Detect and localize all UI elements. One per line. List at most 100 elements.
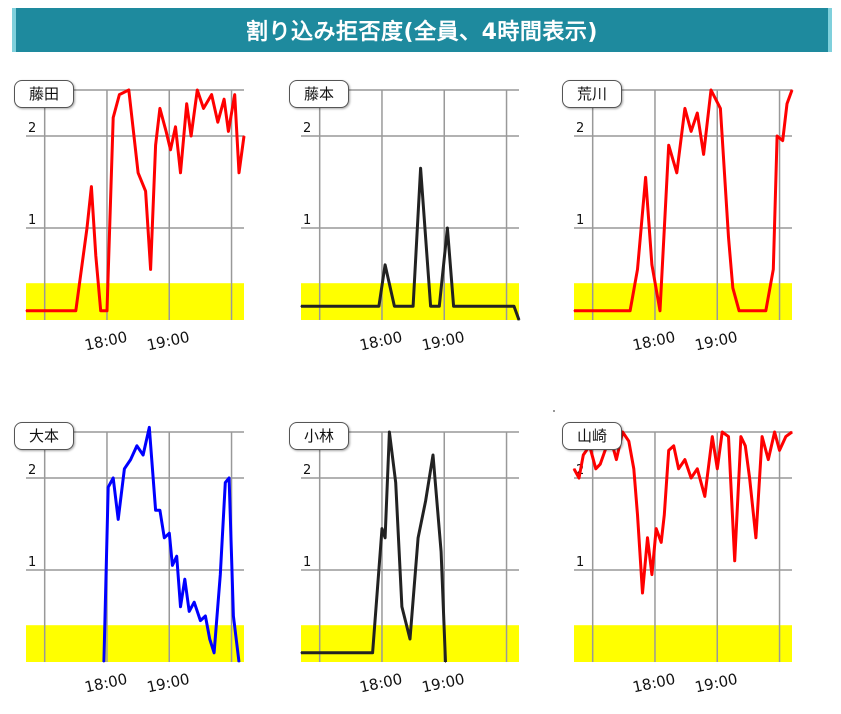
data-point — [573, 310, 575, 312]
data-point — [655, 528, 657, 530]
data-point — [711, 436, 713, 438]
data-point — [444, 661, 447, 663]
data-point — [168, 532, 170, 534]
data-point — [112, 477, 114, 479]
data-point — [130, 459, 132, 461]
data-point — [782, 140, 784, 142]
data-point — [446, 227, 448, 229]
data-point — [440, 551, 442, 553]
data-point — [403, 305, 405, 307]
data-point — [199, 620, 201, 622]
data-point — [217, 121, 219, 123]
data-point — [117, 518, 119, 520]
series-name-tag: 藤本 — [289, 80, 350, 108]
data-point — [388, 431, 391, 433]
data-point — [629, 310, 631, 312]
data-point — [740, 436, 742, 438]
data-point — [163, 537, 165, 539]
data-point — [744, 445, 746, 447]
data-point — [615, 459, 617, 461]
data-point — [75, 310, 77, 312]
y-tick-label: 1 — [303, 555, 311, 570]
x-tick-label: 18:00 — [83, 670, 129, 697]
data-point — [169, 149, 172, 151]
data-point — [690, 130, 692, 132]
data-point — [137, 172, 139, 174]
data-point — [716, 468, 718, 470]
data-point — [179, 172, 182, 174]
data-point — [668, 449, 670, 451]
data-point — [734, 560, 736, 562]
series-line — [26, 88, 246, 313]
data-point — [785, 436, 787, 438]
data-point — [419, 167, 422, 169]
data-point — [791, 431, 793, 433]
data-point — [123, 468, 126, 470]
data-point — [86, 227, 88, 229]
data-point — [791, 89, 793, 91]
data-point — [368, 305, 371, 307]
series-line — [574, 88, 794, 313]
data-point — [453, 305, 455, 307]
data-point — [651, 264, 653, 266]
data-point — [636, 268, 639, 270]
data-point — [773, 431, 776, 433]
data-point — [663, 514, 665, 516]
chart-panel-4: 1 2 18:00 19:00 大本 — [8, 422, 268, 714]
data-point — [432, 454, 434, 456]
data-point — [196, 89, 198, 91]
data-point — [702, 153, 705, 155]
data-point — [767, 459, 769, 461]
data-point — [154, 144, 157, 146]
stray-dot — [553, 410, 555, 412]
x-tick-label: 18:00 — [631, 328, 677, 355]
data-point — [106, 310, 108, 312]
x-tick-label: 19:00 — [145, 328, 191, 355]
data-point — [165, 130, 167, 132]
series-name-tag: 大本 — [14, 422, 75, 450]
data-point — [738, 310, 740, 312]
data-point — [721, 431, 723, 433]
data-point — [438, 305, 440, 307]
data-point — [211, 94, 213, 96]
y-tick-label: 2 — [28, 121, 36, 136]
data-point — [732, 287, 734, 289]
y-tick-label: 1 — [576, 555, 584, 570]
data-point — [142, 454, 144, 456]
data-point — [100, 310, 102, 312]
low-band — [574, 625, 792, 662]
series-name-tag: 藤田 — [14, 80, 75, 108]
data-point — [621, 431, 624, 433]
data-point — [234, 94, 236, 96]
series-name-tag: 荒川 — [562, 80, 623, 108]
data-point — [765, 310, 767, 312]
data-point — [690, 477, 692, 479]
data-point — [684, 459, 686, 461]
data-point — [668, 144, 670, 146]
data-point — [678, 468, 680, 470]
x-tick-label: 19:00 — [420, 670, 466, 697]
data-point — [633, 468, 635, 470]
data-point — [417, 537, 419, 539]
chart-panel-5: 1 2 18:00 19:00 小林 — [283, 422, 543, 714]
data-point — [786, 103, 788, 105]
data-point — [179, 606, 182, 608]
data-point — [95, 255, 97, 257]
data-point — [209, 638, 211, 640]
data-point — [599, 463, 601, 465]
data-point — [401, 606, 403, 608]
data-point — [595, 468, 597, 470]
data-point — [696, 468, 698, 470]
chart-panel-2: 1 2 18:00 19:00 藤本 — [283, 80, 543, 372]
data-point — [659, 310, 661, 312]
data-point — [25, 310, 27, 312]
data-point — [429, 305, 432, 307]
data-point — [186, 103, 188, 105]
data-point — [755, 537, 757, 539]
data-point — [393, 305, 396, 307]
data-point — [628, 440, 630, 442]
